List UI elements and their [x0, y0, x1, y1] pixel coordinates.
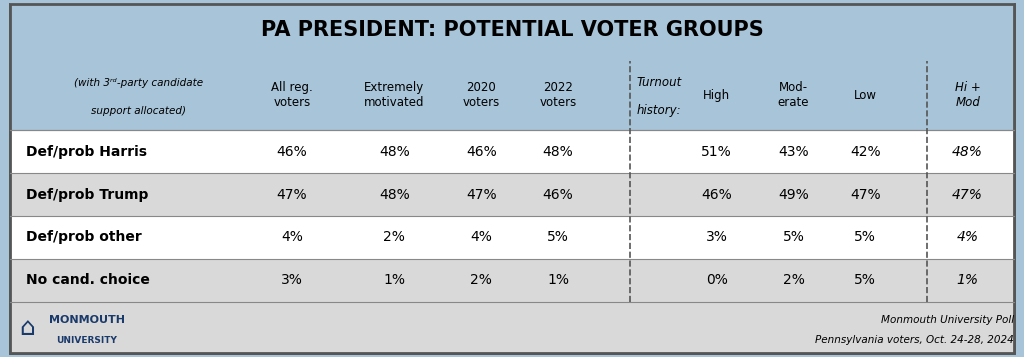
Text: 51%: 51%: [701, 145, 732, 159]
Text: PA PRESIDENT: POTENTIAL VOTER GROUPS: PA PRESIDENT: POTENTIAL VOTER GROUPS: [261, 20, 763, 40]
Text: 47%: 47%: [850, 187, 881, 202]
Text: 48%: 48%: [543, 145, 573, 159]
Text: 2%: 2%: [782, 273, 805, 287]
Text: 5%: 5%: [547, 230, 569, 245]
FancyBboxPatch shape: [10, 0, 1014, 61]
Text: Extremely
motivated: Extremely motivated: [364, 81, 425, 110]
Text: All reg.
voters: All reg. voters: [271, 81, 312, 110]
Text: Def/prob Harris: Def/prob Harris: [26, 145, 146, 159]
Text: 5%: 5%: [854, 230, 877, 245]
Text: 3%: 3%: [281, 273, 303, 287]
Text: 4%: 4%: [470, 230, 493, 245]
Text: (with 3ʳᵈ-party candidate: (with 3ʳᵈ-party candidate: [74, 78, 203, 88]
Text: Hi +
Mod: Hi + Mod: [954, 81, 981, 110]
Text: history:: history:: [637, 104, 682, 117]
Text: 5%: 5%: [782, 230, 805, 245]
Text: 46%: 46%: [701, 187, 732, 202]
Text: 46%: 46%: [276, 145, 307, 159]
FancyBboxPatch shape: [10, 173, 1014, 216]
FancyBboxPatch shape: [10, 302, 1014, 353]
Text: 46%: 46%: [466, 145, 497, 159]
FancyBboxPatch shape: [10, 130, 1014, 173]
Text: 48%: 48%: [379, 145, 410, 159]
Text: Low: Low: [854, 89, 877, 102]
Text: 2%: 2%: [383, 230, 406, 245]
FancyBboxPatch shape: [10, 61, 1014, 130]
Text: Def/prob Trump: Def/prob Trump: [26, 187, 148, 202]
Text: High: High: [703, 89, 730, 102]
Text: 48%: 48%: [952, 145, 983, 159]
Text: ⌂: ⌂: [19, 316, 36, 340]
Text: 0%: 0%: [706, 273, 728, 287]
FancyBboxPatch shape: [10, 4, 1014, 353]
Text: 47%: 47%: [466, 187, 497, 202]
Text: Pennsylvania voters, Oct. 24-28, 2024: Pennsylvania voters, Oct. 24-28, 2024: [815, 336, 1014, 346]
Text: 43%: 43%: [778, 145, 809, 159]
Text: 1%: 1%: [956, 273, 979, 287]
Text: Monmouth University Poll: Monmouth University Poll: [881, 315, 1014, 325]
Text: Def/prob other: Def/prob other: [26, 230, 141, 245]
Text: Mod-
erate: Mod- erate: [778, 81, 809, 110]
Text: 47%: 47%: [276, 187, 307, 202]
Text: No cand. choice: No cand. choice: [26, 273, 150, 287]
Text: 49%: 49%: [778, 187, 809, 202]
FancyBboxPatch shape: [10, 259, 1014, 302]
Text: 4%: 4%: [281, 230, 303, 245]
Text: 48%: 48%: [379, 187, 410, 202]
Text: 2022
voters: 2022 voters: [540, 81, 577, 110]
Text: 1%: 1%: [383, 273, 406, 287]
Text: 46%: 46%: [543, 187, 573, 202]
Text: 1%: 1%: [547, 273, 569, 287]
Text: 5%: 5%: [854, 273, 877, 287]
Text: MONMOUTH: MONMOUTH: [49, 315, 125, 325]
Text: Turnout: Turnout: [637, 76, 682, 90]
FancyBboxPatch shape: [10, 216, 1014, 259]
Text: 42%: 42%: [850, 145, 881, 159]
Text: 47%: 47%: [952, 187, 983, 202]
Text: 2020
voters: 2020 voters: [463, 81, 500, 110]
Text: 4%: 4%: [956, 230, 979, 245]
Text: 2%: 2%: [470, 273, 493, 287]
Text: support allocated): support allocated): [91, 106, 185, 116]
Text: 3%: 3%: [706, 230, 728, 245]
Text: UNIVERSITY: UNIVERSITY: [56, 336, 118, 345]
